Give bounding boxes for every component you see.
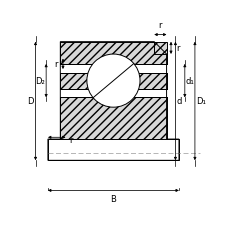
Text: r: r bbox=[54, 60, 57, 69]
Circle shape bbox=[87, 55, 139, 108]
Text: B: B bbox=[110, 194, 116, 203]
Text: d: d bbox=[176, 97, 181, 106]
Polygon shape bbox=[60, 42, 166, 65]
Text: r: r bbox=[176, 44, 179, 53]
Polygon shape bbox=[48, 139, 178, 161]
Text: D: D bbox=[27, 97, 34, 106]
Text: r: r bbox=[158, 21, 161, 30]
Polygon shape bbox=[60, 98, 166, 139]
Polygon shape bbox=[138, 73, 166, 89]
Polygon shape bbox=[60, 73, 88, 89]
Text: r: r bbox=[69, 135, 72, 144]
Text: d₁: d₁ bbox=[185, 77, 194, 86]
Text: D₁: D₁ bbox=[195, 97, 205, 106]
Text: D₂: D₂ bbox=[35, 77, 45, 86]
